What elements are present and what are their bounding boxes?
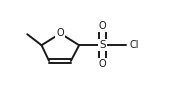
Text: S: S (99, 40, 106, 50)
Text: O: O (99, 59, 106, 69)
Text: O: O (56, 28, 64, 38)
Text: Cl: Cl (130, 40, 139, 50)
Text: O: O (99, 21, 106, 31)
